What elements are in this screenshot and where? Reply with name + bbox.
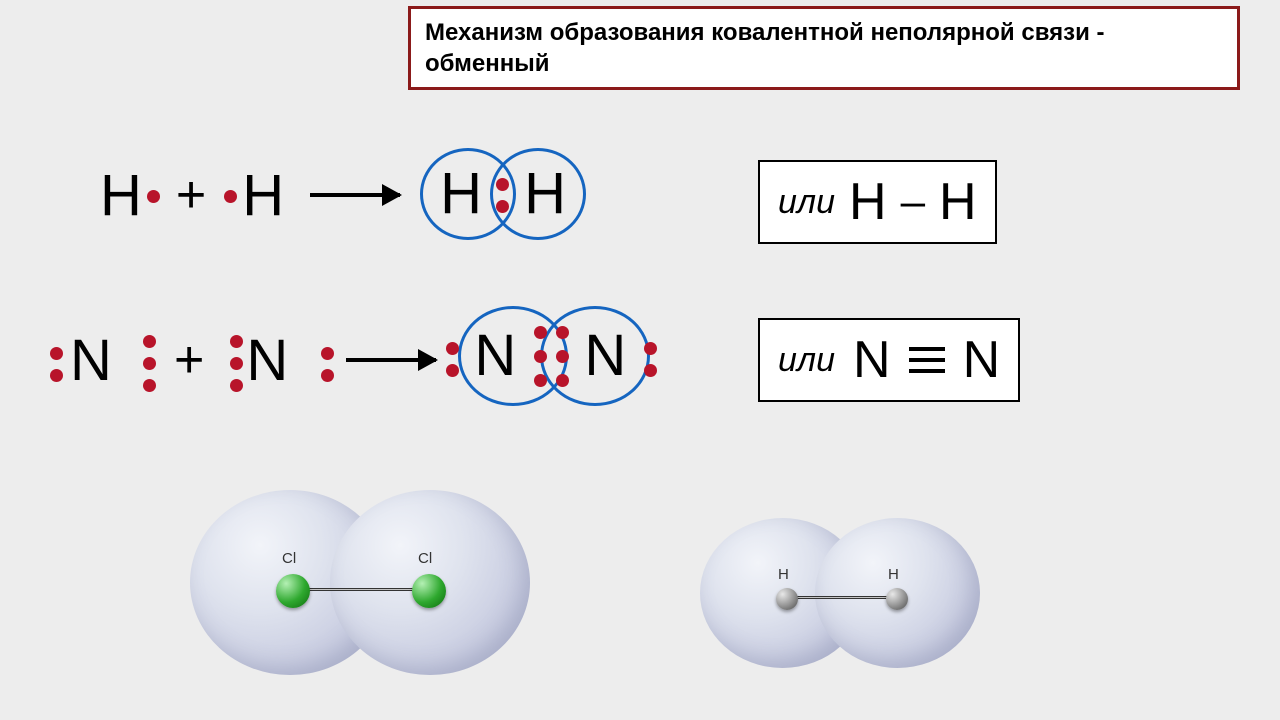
atom-label: Cl — [282, 550, 296, 567]
row-nitrogen: N + N N N — [70, 320, 668, 400]
reaction-arrow — [310, 193, 400, 197]
model-h2: H H — [700, 510, 980, 670]
title-box: Механизм образования ковалентной неполяр… — [408, 6, 1240, 90]
plus-sign: + — [176, 165, 206, 225]
bond-line — [302, 588, 422, 591]
product-h2: H H — [432, 160, 592, 230]
title-text: Механизм образования ковалентной неполяр… — [425, 19, 1104, 77]
atom-label: H — [778, 566, 789, 583]
atom-ball-cl — [276, 574, 310, 608]
triple-bond — [909, 347, 945, 373]
or-label: или — [778, 183, 835, 222]
atom-ball-h — [886, 588, 908, 610]
atom-h2: H — [242, 162, 284, 229]
atom-ball-cl — [412, 574, 446, 608]
single-bond: – — [901, 177, 925, 227]
alt-formula-h2: или H – H — [758, 160, 997, 244]
bond-line — [792, 596, 892, 599]
atom-label: H — [888, 566, 899, 583]
model-cl2: Cl Cl — [190, 480, 530, 680]
alt-formula-n2: или N N — [758, 318, 1020, 402]
electron-dot — [224, 190, 237, 203]
atom-n1: N — [70, 327, 140, 394]
atom-h1: H — [100, 162, 142, 229]
atom-ball-h — [776, 588, 798, 610]
plus-sign: + — [174, 330, 204, 390]
reaction-arrow — [346, 358, 436, 362]
electron-dot — [147, 190, 160, 203]
or-label: или — [778, 341, 835, 380]
row-hydrogen: H + H H H — [100, 160, 592, 230]
product-n2: N N — [468, 320, 668, 400]
atom-n2: N — [246, 327, 316, 394]
atom-label: Cl — [418, 550, 432, 567]
